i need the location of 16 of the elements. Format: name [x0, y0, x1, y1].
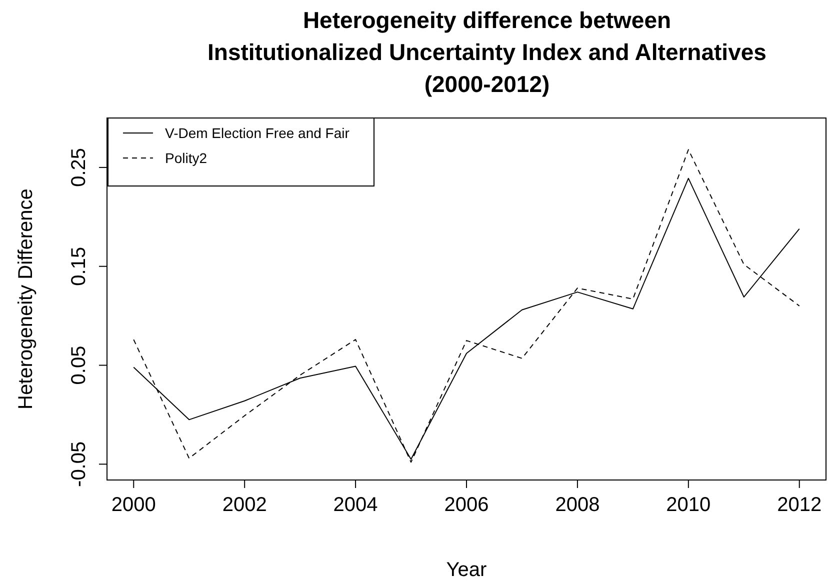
legend-label: Polity2: [165, 150, 208, 166]
y-tick-label: 0.05: [68, 346, 90, 385]
y-axis-title: Heterogeneity Difference: [15, 188, 37, 410]
legend-label: V-Dem Election Free and Fair: [165, 125, 350, 141]
x-tick-label: 2002: [222, 494, 267, 516]
x-tick-label: 2004: [333, 494, 378, 516]
x-tick-label: 2000: [111, 494, 156, 516]
x-tick-label: 2012: [777, 494, 822, 516]
y-tick-label: 0.25: [68, 148, 90, 187]
y-tick-label: 0.15: [68, 246, 90, 286]
x-tick-label: 2006: [444, 494, 489, 516]
x-axis-title: Year: [446, 559, 488, 581]
x-tick-label: 2010: [666, 494, 711, 516]
y-tick-label: -0.05: [68, 441, 90, 487]
chart-title: Heterogeneity difference between Institutionalized Uncertainty Index and Alternatives (2000-2012): [208, 7, 766, 97]
x-tick-label: 2008: [555, 494, 600, 516]
